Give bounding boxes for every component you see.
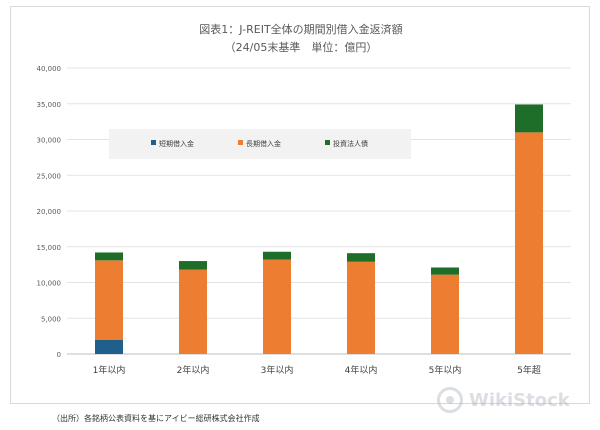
bar-segment [263,251,291,260]
bar-segment [347,253,375,262]
x-tick-label: 3年以内 [261,364,294,376]
bar-segment [431,267,459,275]
bar-segment [347,261,375,354]
grid-layer [67,67,571,355]
y-tick-label: 0 [57,351,61,359]
y-tick-label: 35,000 [37,101,62,109]
x-tick-label: 5年超 [517,364,541,376]
legend-label: 短期借入金 [159,139,194,148]
bar-segment [431,274,459,354]
bar-segment [95,252,123,261]
x-tick-label: 2年以内 [177,364,210,376]
watermark-logo-icon [437,387,463,413]
y-tick-label: 5,000 [41,315,61,323]
x-tick-label: 5年以内 [429,364,462,376]
y-tick-label: 40,000 [37,65,62,73]
legend-swatch [325,140,330,145]
y-tick-label: 15,000 [37,244,62,252]
y-tick-label: 20,000 [37,208,62,216]
y-tick-label: 10,000 [37,280,62,288]
y-tick-label: 30,000 [37,137,62,145]
legend-label: 長期借入金 [246,139,281,148]
y-tick-label: 25,000 [37,172,62,180]
source-note: （出所）各銘柄公表資料を基にアイビー総研株式会社作成 [52,414,260,423]
bar-segment [179,269,207,354]
axis-layer: 0 5,000 10,000 15,000 20,000 25,000 30,000 35,0… [37,65,541,376]
legend-label: 投資法人債 [333,139,368,148]
legend-swatch [238,140,243,145]
bars-layer [95,104,543,354]
bar-segment [515,132,543,354]
watermark: WikiStock [437,380,597,420]
bar-segment [95,260,123,340]
legend-swatch [151,140,156,145]
bar-segment [95,339,123,354]
bar-segment [515,104,543,133]
legend-background [109,129,411,159]
chart-svg: 図表1：J-REIT全体の期間別借入金返済額 （24/05末基準 単位：億円） … [37,22,571,376]
chart-title: 図表1：J-REIT全体の期間別借入金返済額 [199,22,402,36]
bar-segment [263,259,291,354]
chart-subtitle: （24/05末基準 単位：億円） [225,40,378,54]
x-tick-label: 1年以内 [93,364,126,376]
chart-frame: 図表1：J-REIT全体の期間別借入金返済額 （24/05末基準 単位：億円） … [10,6,590,404]
watermark-text: WikiStock [469,389,570,411]
legend: 短期借入金 長期借入金 投資法人債 [109,129,411,159]
x-tick-label: 4年以内 [345,364,378,376]
bar-segment [179,261,207,270]
